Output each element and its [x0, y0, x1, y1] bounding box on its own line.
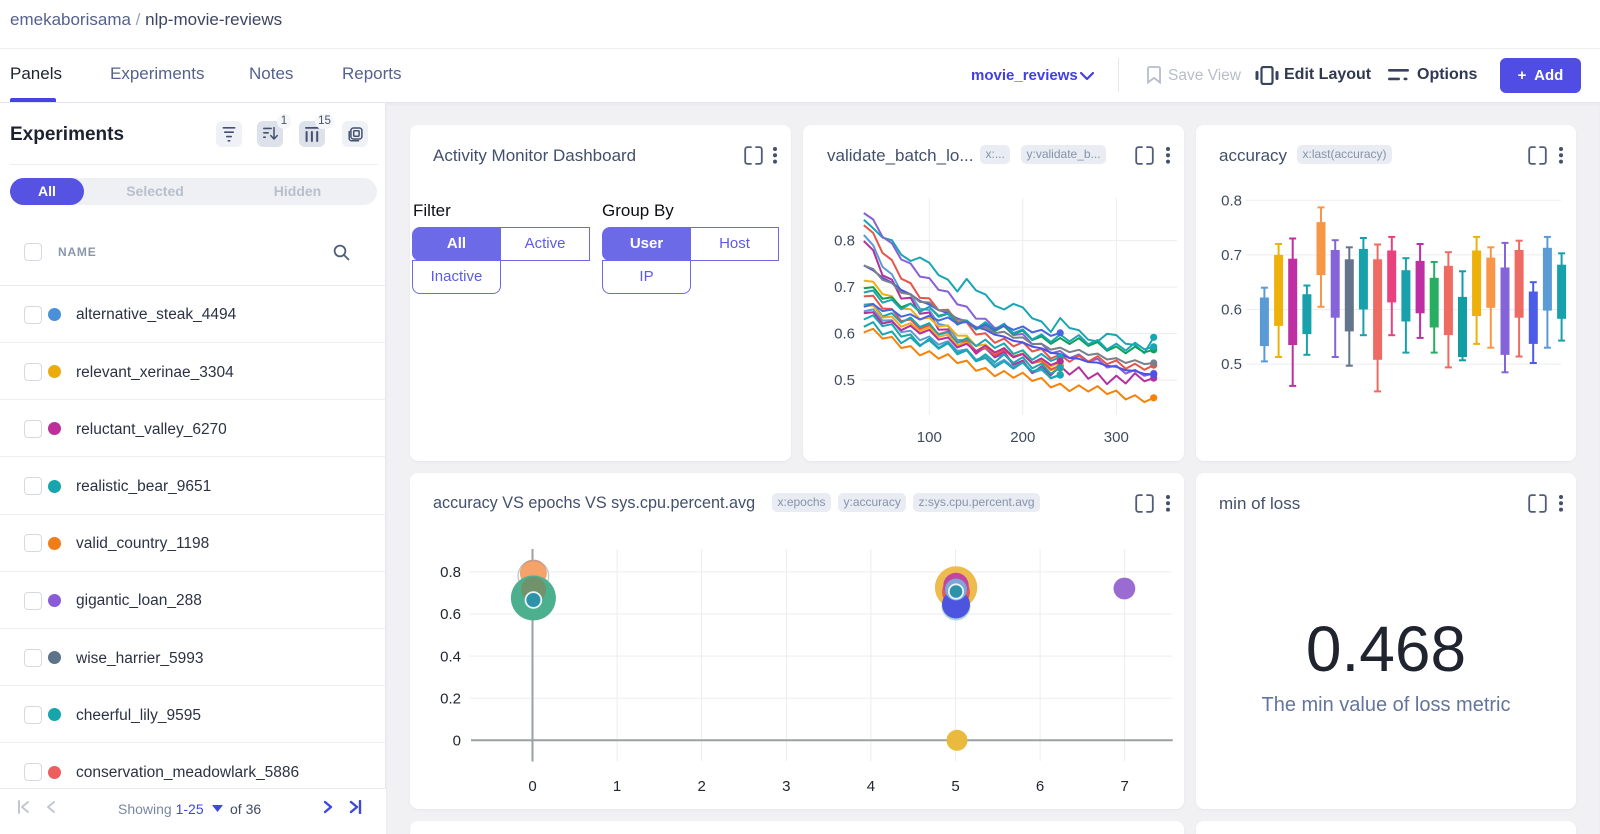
svg-text:0.5: 0.5: [834, 372, 855, 389]
svg-text:0.6: 0.6: [834, 326, 855, 343]
svg-text:6: 6: [1036, 778, 1044, 795]
svg-text:5: 5: [951, 778, 959, 795]
svg-text:0.6: 0.6: [440, 606, 461, 623]
svg-text:3: 3: [782, 778, 790, 795]
svg-text:0: 0: [453, 733, 461, 750]
svg-text:1: 1: [613, 778, 621, 795]
svg-text:0.7: 0.7: [834, 279, 855, 296]
svg-text:0.8: 0.8: [440, 564, 461, 581]
svg-text:4: 4: [867, 778, 875, 795]
svg-text:0.8: 0.8: [1221, 192, 1242, 209]
svg-text:0.2: 0.2: [440, 690, 461, 707]
svg-text:7: 7: [1121, 778, 1129, 795]
svg-text:300: 300: [1104, 429, 1129, 446]
svg-text:200: 200: [1010, 429, 1035, 446]
svg-text:100: 100: [917, 429, 942, 446]
svg-text:0.8: 0.8: [834, 233, 855, 250]
svg-text:0.5: 0.5: [1221, 356, 1242, 373]
svg-text:0: 0: [528, 778, 536, 795]
svg-text:0.4: 0.4: [440, 648, 461, 665]
svg-text:0.6: 0.6: [1221, 302, 1242, 319]
svg-text:0.7: 0.7: [1221, 247, 1242, 264]
svg-text:2: 2: [698, 778, 706, 795]
